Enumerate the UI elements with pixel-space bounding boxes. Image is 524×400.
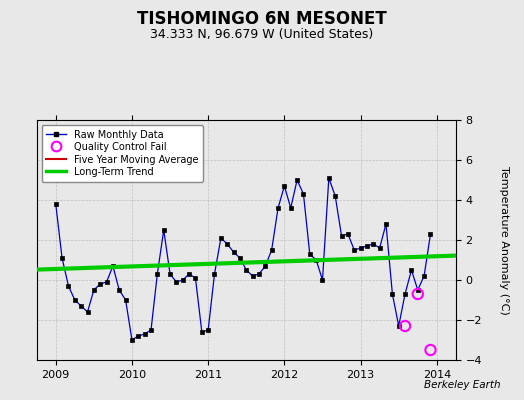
Text: 34.333 N, 96.679 W (United States): 34.333 N, 96.679 W (United States) [150, 28, 374, 41]
Point [401, 323, 409, 329]
Text: Berkeley Earth: Berkeley Earth [424, 380, 500, 390]
Legend: Raw Monthly Data, Quality Control Fail, Five Year Moving Average, Long-Term Tren: Raw Monthly Data, Quality Control Fail, … [41, 125, 203, 182]
Text: TISHOMINGO 6N MESONET: TISHOMINGO 6N MESONET [137, 10, 387, 28]
Point [427, 347, 435, 353]
Y-axis label: Temperature Anomaly (°C): Temperature Anomaly (°C) [499, 166, 509, 314]
Point [413, 291, 422, 297]
